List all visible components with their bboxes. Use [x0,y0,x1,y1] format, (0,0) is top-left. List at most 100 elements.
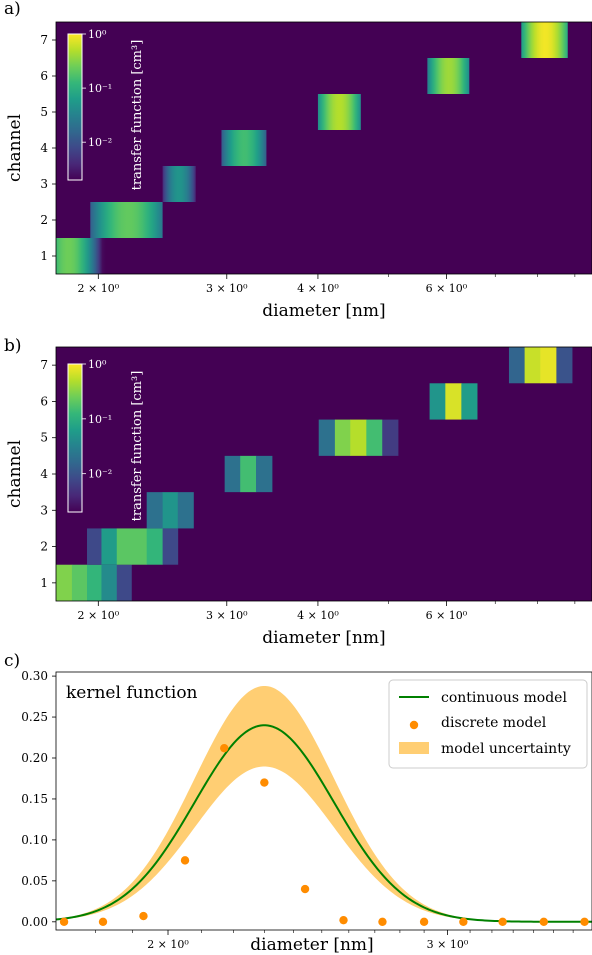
colorbar-label: transfer function [cm³] [130,40,145,191]
y-axis-label: channel [5,440,25,508]
discrete-point [580,917,589,927]
discrete-point [539,917,548,927]
heatmap-cell [556,347,573,384]
y-axis-label: channel [5,114,25,182]
legend-point-swatch [409,720,419,730]
heatmap-cell [366,419,383,456]
heatmap-cell [131,528,148,565]
legend-band-swatch [399,742,429,754]
y-tick-label: 4 [40,467,48,481]
colorbar-tick-label: 10⁻² [88,136,112,149]
y-tick-label: 0.15 [21,792,48,806]
y-tick-label: 0.20 [21,751,48,765]
heatmap-cell [221,130,267,166]
x-tick-label: 6 × 10⁰ [426,609,468,622]
heatmap-cell [162,166,196,202]
y-tick-label: 5 [40,431,48,445]
legend-box [388,679,588,769]
discrete-point [220,743,229,753]
chart-title: kernel function [66,683,198,703]
x-tick-label: 3 × 10⁰ [206,609,248,622]
y-tick-label: 0.00 [21,915,48,929]
legend-label: discrete model [441,715,547,731]
discrete-point [98,917,108,927]
y-tick-label: 0.25 [21,710,48,724]
legend: continuous model discrete model model unce… [388,679,588,769]
x-tick-label: 2 × 10⁰ [147,938,189,951]
heatmap-cell [116,564,132,601]
heatmap-cell [256,455,273,493]
colorbar-tick-label: 10⁰ [88,358,107,371]
x-tick-label: 2 × 10⁰ [77,282,119,295]
heatmap-cell [146,492,164,529]
y-tick-label: 0.05 [21,874,48,888]
y-tick-label: 3 [40,503,48,517]
heatmap-cell [162,492,179,529]
heatmap-cell [56,564,73,601]
heatmap-cell [508,347,526,384]
colorbar [67,33,83,181]
colorbar-tick-label: 10⁻¹ [88,82,112,95]
heatmap-cell [427,58,470,94]
y-tick-label: 6 [40,394,48,408]
heatmap-cell [317,94,361,130]
heatmap-panel-a: 1 2 3 4 5 6 7 2 × 10⁰ 3 × 10⁰ 4 × 10⁰ 6 × 10⁰ diame… [4,0,592,321]
panel-label: c) [4,651,20,671]
discrete-point [498,917,507,927]
colorbar-tick-label: 10⁻² [88,468,112,481]
heatmap-cell [521,22,568,58]
heatmap-cell [540,347,557,384]
heatmap-panel-b: 1 2 3 4 5 6 7 2 × 10⁰ 3 × 10⁰ 4 × 10⁰ 6 × 10⁰ diame… [4,336,592,648]
discrete-point [378,917,387,927]
heatmap-cell [461,383,478,420]
y-tick-label: 1 [40,249,48,263]
panel-label: b) [4,336,22,356]
discrete-point [300,884,310,894]
discrete-point [180,856,190,865]
discrete-point [339,915,348,925]
x-tick-label: 6 × 10⁰ [426,282,468,295]
heatmap-cell [224,455,241,493]
heatmap-cell [177,492,194,529]
heatmap-cell [318,419,336,456]
heatmap-cell [146,528,164,565]
heatmap-cell [90,202,163,238]
discrete-point [139,911,148,921]
x-axis-label: diameter [nm] [262,301,385,321]
colorbar-label: transfer function [cm³] [130,371,145,522]
y-tick-label: 0.10 [21,833,48,847]
colorbar-tick-label: 10⁰ [88,28,107,41]
x-tick-label: 3 × 10⁰ [427,938,469,951]
colorbar [67,363,83,513]
discrete-point [419,917,429,927]
discrete-point [459,917,468,927]
heatmap-cell [240,455,257,493]
y-tick-label: 5 [40,105,48,119]
heatmap-cell [87,528,102,565]
heatmap-cell [101,564,118,601]
x-tick-label: 4 × 10⁰ [297,282,339,295]
y-tick-label: 7 [40,358,48,372]
x-axis-label: diameter [nm] [250,935,373,955]
line-panel-c: 0.00 0.05 0.10 0.15 0.20 0.25 0.30 2 × 10⁰ 3 × 1… [4,651,592,955]
y-tick-label: 1 [40,576,48,590]
heatmap-cell [162,528,179,565]
heatmap-cell [334,419,351,456]
discrete-point [260,778,269,787]
y-tick-label: 4 [40,141,48,155]
y-tick-label: 2 [40,540,48,554]
x-tick-label: 3 × 10⁰ [206,282,248,295]
y-tick-label: 0.30 [21,669,48,683]
y-tick-label: 2 [40,213,48,227]
y-tick-label: 3 [40,177,48,191]
heatmap-cell [382,419,399,456]
heatmap-cell [101,528,118,565]
axes-frame [55,671,592,931]
colorbar-tick-label: 10⁻¹ [88,413,112,426]
heatmap-cell [524,347,541,384]
x-axis-label: diameter [nm] [262,628,385,648]
legend-label: model uncertainty [441,741,571,757]
legend-label: continuous model [441,690,567,706]
heatmap-cell [429,383,446,420]
